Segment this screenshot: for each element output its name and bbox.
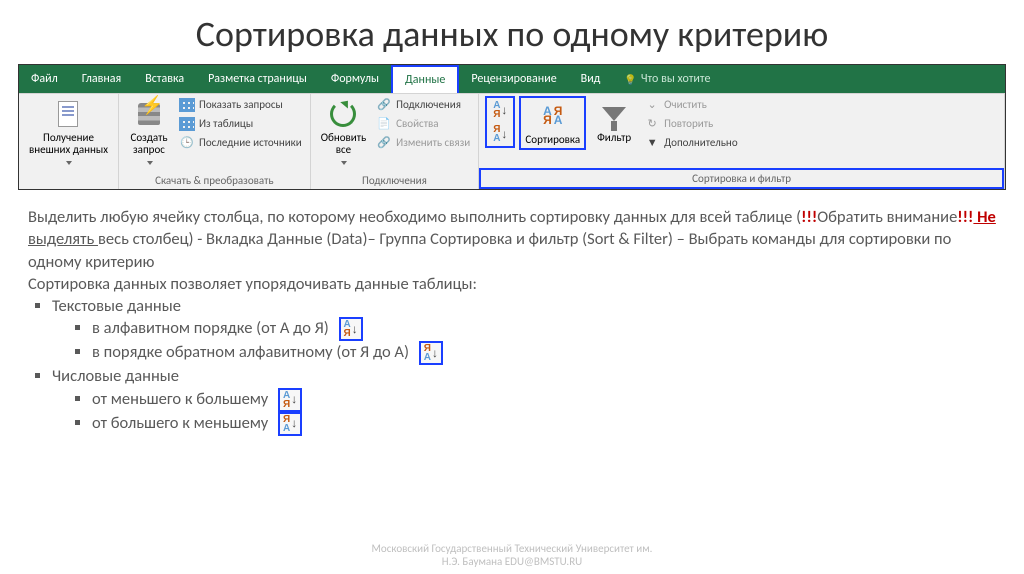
advanced-icon: ▼ bbox=[644, 135, 660, 151]
table-icon bbox=[179, 116, 195, 132]
advanced-filter-button[interactable]: ▼Дополнительно bbox=[642, 134, 739, 152]
properties-icon: 📄 bbox=[376, 116, 392, 132]
clear-filter-button[interactable]: ⌄Очистить bbox=[642, 96, 739, 114]
edit-links-button[interactable]: 🔗Изменить связи bbox=[374, 134, 472, 152]
sort-az-button[interactable]: АЯ↓ bbox=[491, 100, 509, 120]
group-label: Скачать & преобразовать bbox=[125, 172, 304, 189]
recent-sources-button[interactable]: 🕒Последние источники bbox=[177, 134, 304, 152]
slide-body-text: Выделить любую ячейку столбца, по которо… bbox=[0, 190, 1024, 436]
sort-icon: АЯ ЯА bbox=[537, 100, 569, 132]
properties-button[interactable]: 📄Свойства bbox=[374, 115, 472, 133]
dropdown-icon bbox=[339, 156, 347, 168]
filter-icon bbox=[598, 98, 630, 130]
sort-za-icon: ЯА↓ bbox=[419, 341, 443, 365]
slide-footer: Московский Государственный Технический У… bbox=[0, 542, 1024, 568]
tab-formulas[interactable]: Формулы bbox=[319, 65, 391, 93]
reapply-icon: ↻ bbox=[644, 116, 660, 132]
connections-button[interactable]: 🔗Подключения bbox=[374, 96, 472, 114]
new-query-icon: ⚡ bbox=[133, 98, 165, 130]
group-external-data: Получение внешних данных bbox=[19, 94, 119, 189]
dropdown-icon bbox=[64, 156, 72, 168]
list-item: Текстовые данные в алфавитном порядке (о… bbox=[52, 295, 996, 365]
group-label: Подключения bbox=[317, 172, 472, 189]
group-label bbox=[25, 185, 112, 189]
refresh-icon bbox=[327, 98, 359, 130]
sort-desc-icon: ЯА↓ bbox=[278, 412, 302, 436]
reapply-button[interactable]: ↻Повторить bbox=[642, 115, 739, 133]
tab-insert[interactable]: Вставка bbox=[133, 65, 196, 93]
refresh-all-button[interactable]: Обновить все bbox=[317, 96, 370, 170]
group-connections: Обновить все 🔗Подключения 📄Свойства 🔗Изм… bbox=[311, 94, 479, 189]
from-table-button[interactable]: Из таблицы bbox=[177, 115, 304, 133]
sort-az-icon: АЯ↓ bbox=[339, 317, 363, 341]
tab-view[interactable]: Вид bbox=[569, 65, 613, 93]
tab-home[interactable]: Главная bbox=[70, 65, 133, 93]
show-queries-button[interactable]: Показать запросы bbox=[177, 96, 304, 114]
list-item: от меньшего к большему АЯ↓ bbox=[92, 388, 996, 412]
group-label-sort-filter: Сортировка и фильтр bbox=[479, 168, 1004, 189]
edit-links-icon: 🔗 bbox=[376, 135, 392, 151]
queries-icon bbox=[179, 97, 195, 113]
group-get-transform: ⚡ Создать запрос Показать запросы Из таб… bbox=[119, 94, 311, 189]
filter-button[interactable]: Фильтр bbox=[590, 96, 638, 146]
list-item: от большего к меньшему ЯА↓ bbox=[92, 412, 996, 436]
sort-za-button[interactable]: ЯА↓ bbox=[491, 124, 509, 144]
new-query-button[interactable]: ⚡ Создать запрос bbox=[125, 96, 173, 170]
clear-icon: ⌄ bbox=[644, 97, 660, 113]
sort-asc-icon: АЯ↓ bbox=[278, 388, 302, 412]
tab-tellme[interactable]: Что вы хотите bbox=[612, 65, 722, 93]
dropdown-icon bbox=[145, 156, 153, 168]
external-data-icon bbox=[52, 98, 84, 130]
get-external-data-button[interactable]: Получение внешних данных bbox=[25, 96, 112, 170]
list-item: в алфавитном порядке (от А до Я) АЯ↓ bbox=[92, 317, 996, 341]
sort-button[interactable]: АЯ ЯА Сортировка bbox=[519, 96, 586, 150]
ribbon-body: Получение внешних данных ⚡ Создать запро… bbox=[19, 93, 1005, 189]
tab-data[interactable]: Данные bbox=[391, 65, 459, 93]
ribbon-tabs: Файл Главная Вставка Разметка страницы Ф… bbox=[19, 65, 1005, 93]
tab-file[interactable]: Файл bbox=[19, 65, 70, 93]
list-item: в порядке обратном алфавитному (от Я до … bbox=[92, 341, 996, 365]
tab-review[interactable]: Рецензирование bbox=[459, 65, 568, 93]
sort-az-za-column: АЯ↓ ЯА↓ bbox=[485, 96, 515, 148]
group-sort-filter: АЯ↓ ЯА↓ АЯ ЯА Сортировка Фильтр ⌄Очистит… bbox=[479, 94, 1005, 189]
recent-icon: 🕒 bbox=[179, 135, 195, 151]
connection-icon: 🔗 bbox=[376, 97, 392, 113]
slide-title: Сортировка данных по одному критерию bbox=[0, 0, 1024, 64]
tab-layout[interactable]: Разметка страницы bbox=[196, 65, 319, 93]
list-item: Числовые данные от меньшего к большему А… bbox=[52, 365, 996, 435]
excel-ribbon-screenshot: Файл Главная Вставка Разметка страницы Ф… bbox=[18, 64, 1006, 190]
